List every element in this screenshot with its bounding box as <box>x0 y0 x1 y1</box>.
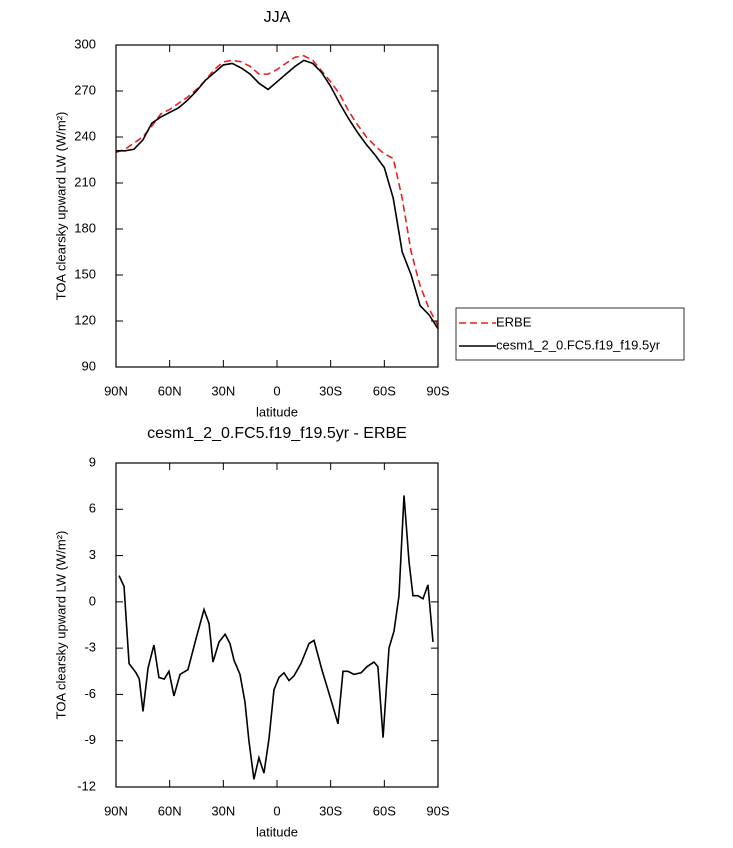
y-tick-label: -12 <box>77 778 96 793</box>
data-line <box>115 54 439 326</box>
legend-label: cesm1_2_0.FC5.f19_f19.5yr <box>496 337 661 352</box>
y-tick-label: 9 <box>89 454 96 469</box>
data-line <box>116 59 439 330</box>
legend: ERBE cesm1_2_0.FC5.f19_f19.5yr <box>455 307 685 361</box>
x-tick-label: 0 <box>273 383 280 398</box>
x-tick-label: 90N <box>104 383 128 398</box>
y-tick-label: -3 <box>84 640 96 655</box>
y-tick-label: 240 <box>74 128 96 143</box>
plot-frame <box>115 462 439 788</box>
x-axis-label: latitude <box>256 404 298 419</box>
x-tick-label: 30N <box>211 803 235 818</box>
legend-box <box>455 307 685 361</box>
y-tick-label: 210 <box>74 174 96 189</box>
x-tick-label: 0 <box>273 803 280 818</box>
x-tick-label: 90S <box>426 803 449 818</box>
y-tick-label: 3 <box>89 547 96 562</box>
y-tick-label: 270 <box>74 82 96 97</box>
y-tick-label: -6 <box>84 686 96 701</box>
y-tick-label: -9 <box>84 732 96 747</box>
y-axis-label: TOA clearsky upward LW (W/m²) <box>53 531 68 720</box>
y-tick-label: 90 <box>82 358 96 373</box>
plot-frame <box>115 44 439 368</box>
x-tick-label: 30S <box>319 803 342 818</box>
legend-label: ERBE <box>496 314 532 329</box>
y-tick-label: 150 <box>74 266 96 281</box>
y-tick-label: 0 <box>89 593 96 608</box>
x-tick-label: 90S <box>426 383 449 398</box>
chart-title: JJA <box>264 9 291 26</box>
x-tick-label: 60S <box>373 383 396 398</box>
data-line <box>118 495 434 780</box>
y-tick-label: 300 <box>74 36 96 51</box>
y-axis-label: TOA clearsky upward LW (W/m²) <box>53 112 68 301</box>
x-tick-label: 30S <box>319 383 342 398</box>
x-axis-label: latitude <box>256 824 298 839</box>
chart-title: cesm1_2_0.FC5.f19_f19.5yr - ERBE <box>147 425 407 442</box>
x-tick-label: 90N <box>104 803 128 818</box>
y-tick-label: 120 <box>74 312 96 327</box>
y-tick-label: 6 <box>89 501 96 516</box>
x-tick-label: 30N <box>211 383 235 398</box>
x-tick-label: 60N <box>158 383 182 398</box>
x-tick-label: 60N <box>158 803 182 818</box>
x-tick-label: 60S <box>373 803 396 818</box>
y-tick-label: 180 <box>74 220 96 235</box>
